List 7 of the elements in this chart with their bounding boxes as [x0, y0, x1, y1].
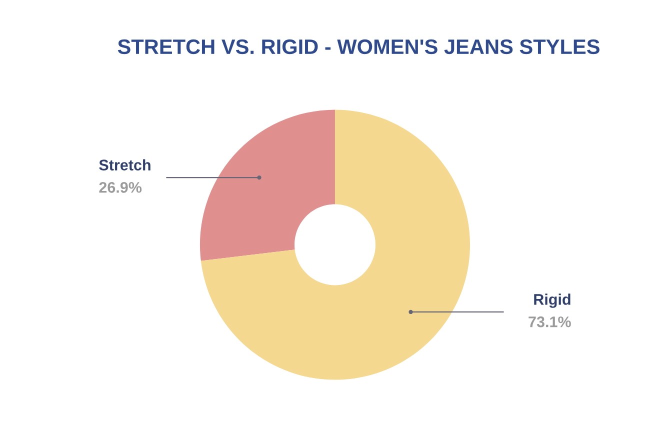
slice-label: Rigid [534, 294, 570, 308]
donut-slice [200, 110, 470, 380]
data-label: 73.1% [528, 316, 571, 328]
data-label: 26.9% [99, 182, 142, 193]
donut-slice [200, 110, 335, 261]
slice-label: Stretch [99, 159, 150, 170]
chart-title: STRETCH VS. RIGID - WOMEN'S JEANS STYLES [118, 39, 600, 54]
